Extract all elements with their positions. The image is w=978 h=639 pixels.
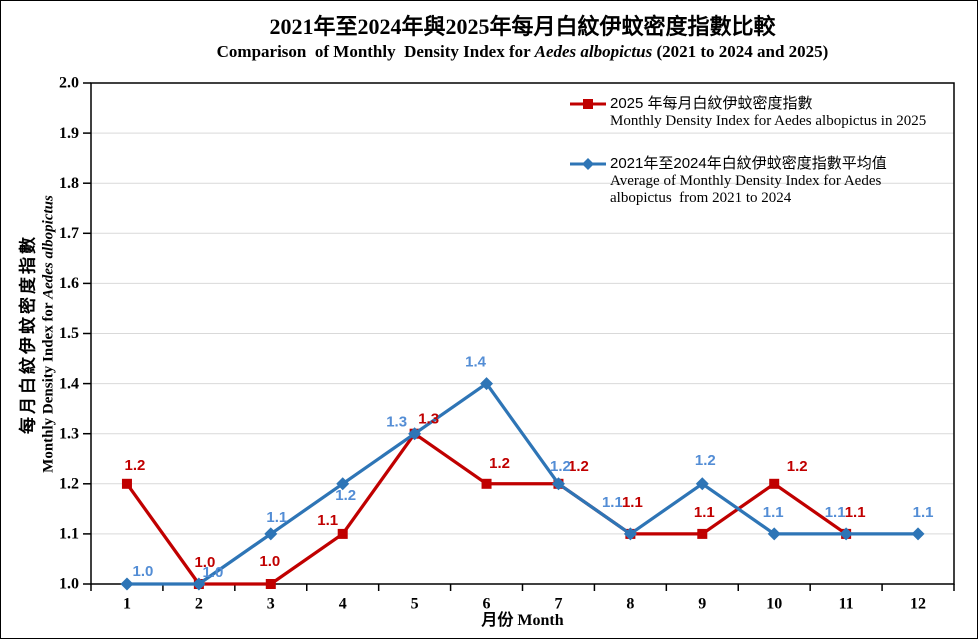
x-tick-label: 10 <box>766 596 782 613</box>
data-point-diamond <box>839 527 853 541</box>
legend-label-2025-en: Monthly Density Index for Aedes albopict… <box>610 113 927 129</box>
data-label: 1.3 <box>418 411 439 428</box>
chart-title-zh: 2021年至2024年與2025年每月白紋伊蚊密度指數比較 <box>269 14 776 39</box>
x-tick-label: 3 <box>267 596 275 613</box>
data-label: 1.1 <box>317 512 338 529</box>
data-point-diamond <box>120 577 134 591</box>
data-point-diamond <box>623 527 637 541</box>
legend-label-average-en1: Average of Monthly Density Index for Aed… <box>610 173 882 189</box>
y-tick-label: 1.4 <box>59 375 79 392</box>
legend-label-average-zh: 2021年至2024年白紋伊蚊密度指數平均值 <box>610 155 887 172</box>
x-axis-title: 月份 Month <box>481 612 564 629</box>
data-label: 1.2 <box>568 458 589 475</box>
data-point-square <box>337 528 348 539</box>
y-axis-title: 每月白紋伊蚊密度指數 Monthly Density Index for Aed… <box>18 195 59 473</box>
y-tick-label: 1.9 <box>59 125 79 142</box>
data-point-square <box>481 478 492 489</box>
data-label: 1.0 <box>194 554 215 571</box>
data-point-diamond <box>911 527 925 541</box>
y-axis: 1.0 1.1 1.2 1.3 1.4 1.5 1.6 1.7 1.8 1.9 2.0 <box>59 75 91 593</box>
data-point-square <box>697 528 708 539</box>
x-tick-label: 1 <box>123 596 131 613</box>
series-2025 <box>121 428 852 589</box>
legend-item-2025: 2025 年每月白紋伊蚊密度指數 Monthly Density Index f… <box>569 94 961 130</box>
data-label: 1.2 <box>695 452 716 469</box>
data-label: 1.1 <box>763 504 784 521</box>
data-point-diamond <box>551 477 565 491</box>
data-label: 1.2 <box>550 458 571 475</box>
y-tick-label: 2.0 <box>59 75 79 92</box>
data-point-diamond <box>264 527 278 541</box>
y-tick-label: 1.0 <box>59 576 79 593</box>
data-point-diamond <box>480 377 494 391</box>
legend-label-average-en2: albopictus from 2021 to 2024 <box>610 190 792 206</box>
legend-marker-2025 <box>570 99 606 109</box>
data-label: 1.2 <box>125 457 146 474</box>
legend-label-2025-zh: 2025 年每月白紋伊蚊密度指數 <box>610 95 813 112</box>
data-label: 1.3 <box>386 414 407 431</box>
x-tick-label: 11 <box>839 596 854 613</box>
y-axis-title-en: Monthly Density Index for Aedes albopict… <box>40 195 59 473</box>
series-average <box>120 377 925 591</box>
x-axis: 1 2 3 4 5 6 7 8 9 10 11 12 <box>90 584 955 613</box>
x-tick-label: 5 <box>411 596 419 613</box>
x-tick-label: 7 <box>554 596 562 613</box>
data-point-square <box>265 579 276 589</box>
y-tick-label: 1.7 <box>59 225 79 242</box>
data-point-diamond <box>192 577 206 591</box>
y-axis-title-en-species: Aedes albopictus <box>40 195 57 299</box>
data-label: 1.1 <box>622 494 643 511</box>
chart-title-en-prefix: Comparison of Monthly Density Index for <box>216 42 535 61</box>
data-point-diamond <box>336 477 350 491</box>
data-label: 1.1 <box>694 504 715 521</box>
data-label: 1.0 <box>259 553 280 570</box>
legend-item-average: 2021年至2024年白紋伊蚊密度指數平均值 Average of Monthl… <box>569 154 961 207</box>
data-label: 1.1 <box>266 509 287 526</box>
chart-title-en-species: Aedes albopictus <box>534 42 653 61</box>
x-tick-label: 6 <box>483 596 491 613</box>
y-tick-label: 1.8 <box>59 175 79 192</box>
data-point-diamond <box>408 427 422 441</box>
data-label: 1.2 <box>335 487 356 504</box>
data-labels: 1.21.0 1.01.11.31.2 1.21.11.11.21.11.0 1.01… <box>125 354 934 581</box>
chart-header: 2021年至2024年與2025年每月白紋伊蚊密度指數比較 Comparison… <box>91 13 954 63</box>
data-label: 1.1 <box>845 504 866 521</box>
x-tick-label: 9 <box>698 596 706 613</box>
data-label: 1.4 <box>465 354 487 371</box>
x-tick-label: 2 <box>195 596 203 613</box>
data-label: 1.2 <box>787 458 808 475</box>
chart-title-en: Comparison of Monthly Density Index for … <box>91 41 954 63</box>
chart-title-en-suffix: (2021 to 2024 and 2025) <box>652 42 829 61</box>
data-label: 1.1 <box>913 504 934 521</box>
y-tick-label: 1.6 <box>59 275 79 292</box>
data-label: 1.1 <box>602 494 623 511</box>
y-tick-label: 1.5 <box>59 325 79 342</box>
legend-marker-average <box>570 158 606 170</box>
y-tick-label: 1.2 <box>59 475 79 492</box>
legend: 2025 年每月白紋伊蚊密度指數 Monthly Density Index f… <box>569 94 961 207</box>
data-label: 1.0 <box>202 564 223 581</box>
x-tick-label: 4 <box>339 596 347 613</box>
y-axis-title-zh: 每月白紋伊蚊密度指數 <box>18 234 38 434</box>
x-tick-label: 12 <box>910 596 926 613</box>
y-axis-title-en-prefix: Monthly Density Index for <box>40 298 57 473</box>
data-label: 1.0 <box>133 563 154 580</box>
data-label: 1.1 <box>825 504 846 521</box>
data-point-square <box>121 478 132 489</box>
data-label: 1.2 <box>489 455 510 472</box>
y-tick-label: 1.1 <box>59 526 79 543</box>
data-point-diamond <box>695 477 709 491</box>
data-point-square <box>769 478 780 489</box>
series-average-line <box>126 381 919 586</box>
x-tick-label: 8 <box>626 596 634 613</box>
y-tick-label: 1.3 <box>59 425 79 442</box>
data-point-diamond <box>767 527 781 541</box>
